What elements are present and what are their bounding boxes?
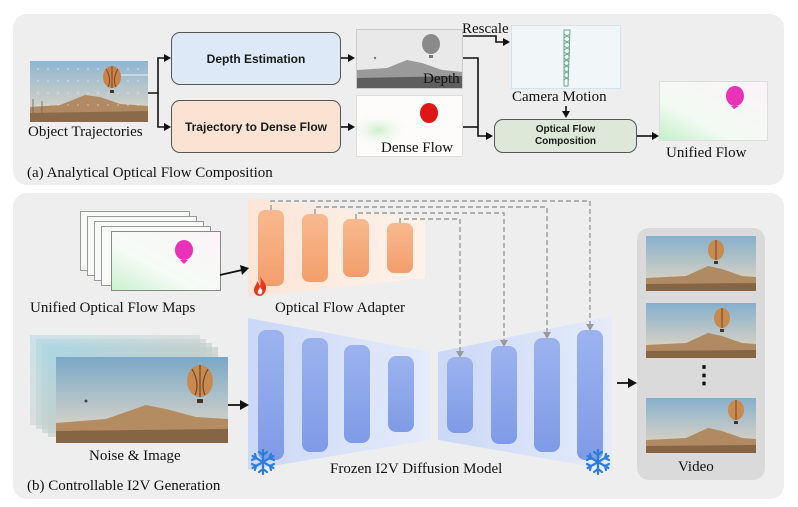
snowflake-icon bbox=[249, 448, 277, 476]
camera-motion-image bbox=[511, 25, 621, 89]
decoder-block-4 bbox=[577, 330, 603, 460]
noise-image-stack bbox=[30, 335, 230, 445]
video-frame-1 bbox=[646, 236, 756, 291]
video-frame-2 bbox=[646, 303, 756, 358]
trajectory-to-dense-flow-label: Trajectory to Dense Flow bbox=[184, 119, 328, 134]
object-trajectories-image bbox=[30, 61, 148, 122]
depth-estimation-box: Depth Estimation bbox=[171, 32, 341, 85]
composition-label-line2: Composition bbox=[534, 136, 597, 147]
depth-label: Depth bbox=[423, 71, 460, 87]
adapter-block-4 bbox=[387, 223, 413, 273]
depth-estimation-label: Depth Estimation bbox=[206, 51, 306, 66]
encoder-block-2 bbox=[302, 338, 328, 452]
trajectory-to-dense-flow-box: Trajectory to Dense Flow bbox=[171, 100, 341, 153]
caption-a: (a) Analytical Optical Flow Composition bbox=[27, 165, 273, 181]
object-trajectories-label: Object Trajectories bbox=[28, 124, 143, 140]
video-frame-3 bbox=[646, 398, 756, 453]
snowflake-icon bbox=[584, 448, 612, 476]
fire-icon bbox=[251, 275, 269, 297]
flow-maps-label: Unified Optical Flow Maps bbox=[30, 300, 196, 316]
flow-maps-stack bbox=[80, 211, 230, 291]
adapter-label: Optical Flow Adapter bbox=[275, 300, 405, 316]
decoder-block-2 bbox=[491, 346, 517, 444]
unified-flow-image bbox=[659, 81, 768, 141]
flow-map-front bbox=[111, 231, 221, 291]
video-ellipsis: ⋮ bbox=[692, 363, 716, 389]
dense-flow-label: Dense Flow bbox=[381, 140, 454, 156]
camera-motion-label: Camera Motion bbox=[512, 89, 607, 105]
adapter-block-2 bbox=[302, 214, 328, 282]
unified-flow-label: Unified Flow bbox=[666, 145, 747, 161]
dense-flow-image bbox=[356, 95, 463, 157]
encoder-block-3 bbox=[344, 345, 370, 443]
adapter-block-1 bbox=[258, 210, 284, 286]
diffusion-model-label: Frozen I2V Diffusion Model bbox=[330, 461, 503, 477]
encoder-block-4 bbox=[388, 356, 414, 432]
depth-map-image bbox=[356, 29, 463, 89]
decoder-block-1 bbox=[447, 357, 473, 433]
encoder-block-1 bbox=[258, 330, 284, 460]
caption-b: (b) Controllable I2V Generation bbox=[27, 478, 221, 494]
rescale-label: Rescale bbox=[462, 21, 509, 37]
adapter-block-3 bbox=[343, 219, 369, 277]
composition-label-line1: Optical Flow bbox=[535, 124, 596, 135]
video-label: Video bbox=[678, 459, 714, 475]
noise-image-label: Noise & Image bbox=[89, 448, 181, 464]
decoder-block-3 bbox=[534, 338, 560, 452]
optical-flow-composition-box: Optical Flow Composition bbox=[494, 119, 637, 153]
